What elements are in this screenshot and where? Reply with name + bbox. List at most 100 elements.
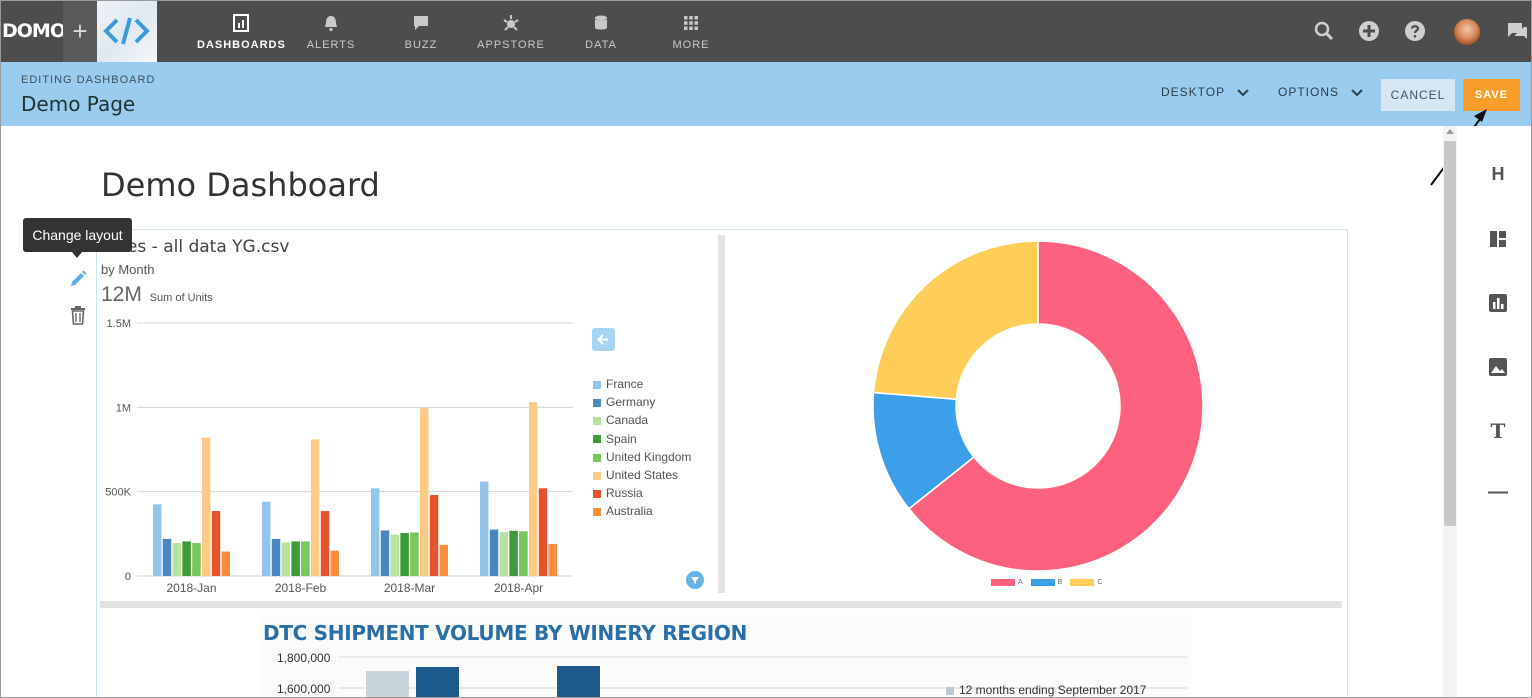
y-tick-label: 500K bbox=[105, 487, 131, 499]
bar bbox=[330, 550, 340, 576]
trash-icon[interactable] bbox=[69, 305, 87, 325]
legend-label: Germany bbox=[606, 395, 656, 410]
bar bbox=[291, 541, 300, 576]
y-tick-label: 0 bbox=[125, 571, 131, 583]
donut-chart[interactable] bbox=[863, 239, 1213, 579]
edit-bar: EDITING DASHBOARD Demo Page DESKTOP OPTI… bbox=[1, 62, 1531, 126]
nav-appstore[interactable]: APPSTORE bbox=[473, 1, 549, 62]
legend-label: France bbox=[606, 377, 644, 391]
y-tick-label: 1M bbox=[116, 402, 131, 414]
code-tile[interactable] bbox=[97, 1, 157, 62]
legend-label: Australia bbox=[606, 504, 653, 519]
sales-bar-chart[interactable]: 0 500K 1M 1.5M 2018-Jan 2018-Feb 2018-Mar 2018-… bbox=[101, 311, 581, 601]
bell-icon bbox=[325, 16, 337, 32]
legend-swatch bbox=[593, 417, 601, 426]
bar bbox=[380, 530, 390, 576]
legend-item[interactable]: United States bbox=[593, 468, 691, 486]
options-dropdown[interactable]: OPTIONS bbox=[1278, 85, 1364, 99]
scroll-up-arrow[interactable] bbox=[1446, 129, 1454, 134]
legend-label: A bbox=[1018, 579, 1023, 586]
bar bbox=[182, 541, 191, 576]
card-resize-handle-vertical[interactable] bbox=[718, 235, 725, 593]
nav-dashboards[interactable]: DASHBOARDS bbox=[197, 1, 285, 62]
options-dropdown-label: OPTIONS bbox=[1278, 85, 1340, 99]
nav-alerts[interactable]: ALERTS bbox=[297, 1, 365, 62]
bar bbox=[211, 511, 221, 576]
top-nav: DOMO + DASHBOARDS ALERTS BUZZ APPSTORE bbox=[1, 1, 1531, 62]
bar bbox=[548, 543, 558, 576]
bar bbox=[499, 532, 509, 576]
legend-swatch bbox=[593, 380, 601, 389]
save-button[interactable]: SAVE bbox=[1463, 79, 1520, 111]
legend-label: B bbox=[1057, 579, 1063, 586]
legend-item[interactable]: Germany bbox=[593, 395, 691, 413]
legend-label: United States bbox=[606, 467, 679, 482]
messages-icon[interactable] bbox=[1506, 20, 1528, 42]
legend-label: United Kingdom bbox=[606, 449, 692, 464]
bar bbox=[192, 543, 201, 576]
winery-bar bbox=[557, 666, 600, 697]
search-icon[interactable] bbox=[1313, 20, 1335, 42]
donut-legend: A B C bbox=[991, 579, 1110, 586]
user-avatar[interactable] bbox=[1454, 19, 1480, 45]
nav-buzz[interactable]: BUZZ bbox=[387, 1, 455, 62]
legend-label: Canada bbox=[606, 413, 649, 428]
legend-back-button[interactable] bbox=[592, 328, 615, 351]
x-tick-label: 2018-Feb bbox=[275, 581, 327, 595]
winery-bar bbox=[366, 671, 409, 697]
legend-swatch bbox=[1030, 579, 1055, 586]
help-icon[interactable] bbox=[1404, 20, 1426, 42]
bar bbox=[400, 532, 409, 576]
winery-chart-image[interactable] bbox=[259, 615, 1191, 697]
legend-swatch bbox=[946, 686, 954, 695]
dashboard-card[interactable] bbox=[96, 229, 1348, 697]
bar bbox=[538, 488, 548, 576]
pencil-icon[interactable] bbox=[68, 269, 88, 289]
bar bbox=[320, 511, 330, 576]
bar bbox=[261, 501, 271, 576]
legend-item[interactable]: Spain bbox=[593, 432, 691, 450]
filter-icon[interactable] bbox=[686, 571, 704, 589]
legend-swatch bbox=[593, 508, 601, 517]
legend-item[interactable]: Russia bbox=[593, 486, 691, 504]
legend-item[interactable]: Canada bbox=[593, 413, 691, 431]
nav-more[interactable]: MORE bbox=[657, 1, 725, 62]
bar bbox=[281, 542, 291, 576]
image-tool-icon[interactable] bbox=[1488, 357, 1508, 377]
legend-item[interactable]: Australia bbox=[593, 504, 691, 522]
nav-data[interactable]: DATA bbox=[567, 1, 635, 62]
add-content-toolbar bbox=[1457, 126, 1531, 697]
arrow-left-icon bbox=[597, 334, 608, 345]
card-resize-handle-horizontal[interactable] bbox=[100, 601, 1342, 608]
bar bbox=[429, 495, 439, 576]
cancel-button[interactable]: CANCEL bbox=[1381, 79, 1455, 111]
legend-item[interactable]: United Kingdom bbox=[593, 450, 691, 468]
scrollbar-thumb[interactable] bbox=[1444, 141, 1456, 526]
bar bbox=[152, 504, 162, 576]
winery-bar bbox=[416, 667, 459, 697]
donut-slice bbox=[872, 240, 1039, 401]
nav-label: DASHBOARDS bbox=[197, 39, 286, 51]
bar bbox=[390, 534, 400, 576]
header-tool-icon[interactable]: H bbox=[1491, 164, 1505, 184]
add-circle-icon[interactable] bbox=[1358, 20, 1380, 42]
editing-mode-label: EDITING DASHBOARD bbox=[21, 74, 156, 86]
device-dropdown[interactable]: DESKTOP bbox=[1161, 85, 1249, 99]
bar bbox=[419, 408, 429, 576]
text-tool-icon[interactable]: T bbox=[1490, 419, 1506, 443]
layout-tool-icon[interactable] bbox=[1488, 229, 1508, 249]
add-plus-button[interactable]: + bbox=[63, 1, 97, 62]
bar-chart-legend: France Germany Canada Spain United Kingdom Un… bbox=[593, 377, 691, 523]
bar bbox=[201, 437, 211, 576]
chart-tool-icon[interactable] bbox=[1488, 293, 1508, 313]
nav-label: BUZZ bbox=[404, 39, 438, 51]
separator-tool-icon[interactable]: — bbox=[1488, 481, 1508, 503]
legend-item[interactable]: France bbox=[593, 377, 691, 395]
legend-label: Spain bbox=[606, 431, 637, 446]
card-title[interactable]: Sales - all data YG.csv bbox=[101, 237, 290, 257]
dashboard-title: Demo Dashboard bbox=[101, 166, 380, 204]
x-tick-label: 2018-Apr bbox=[494, 581, 543, 595]
legend-swatch bbox=[593, 471, 601, 480]
domo-logo[interactable]: DOMO bbox=[1, 1, 66, 62]
